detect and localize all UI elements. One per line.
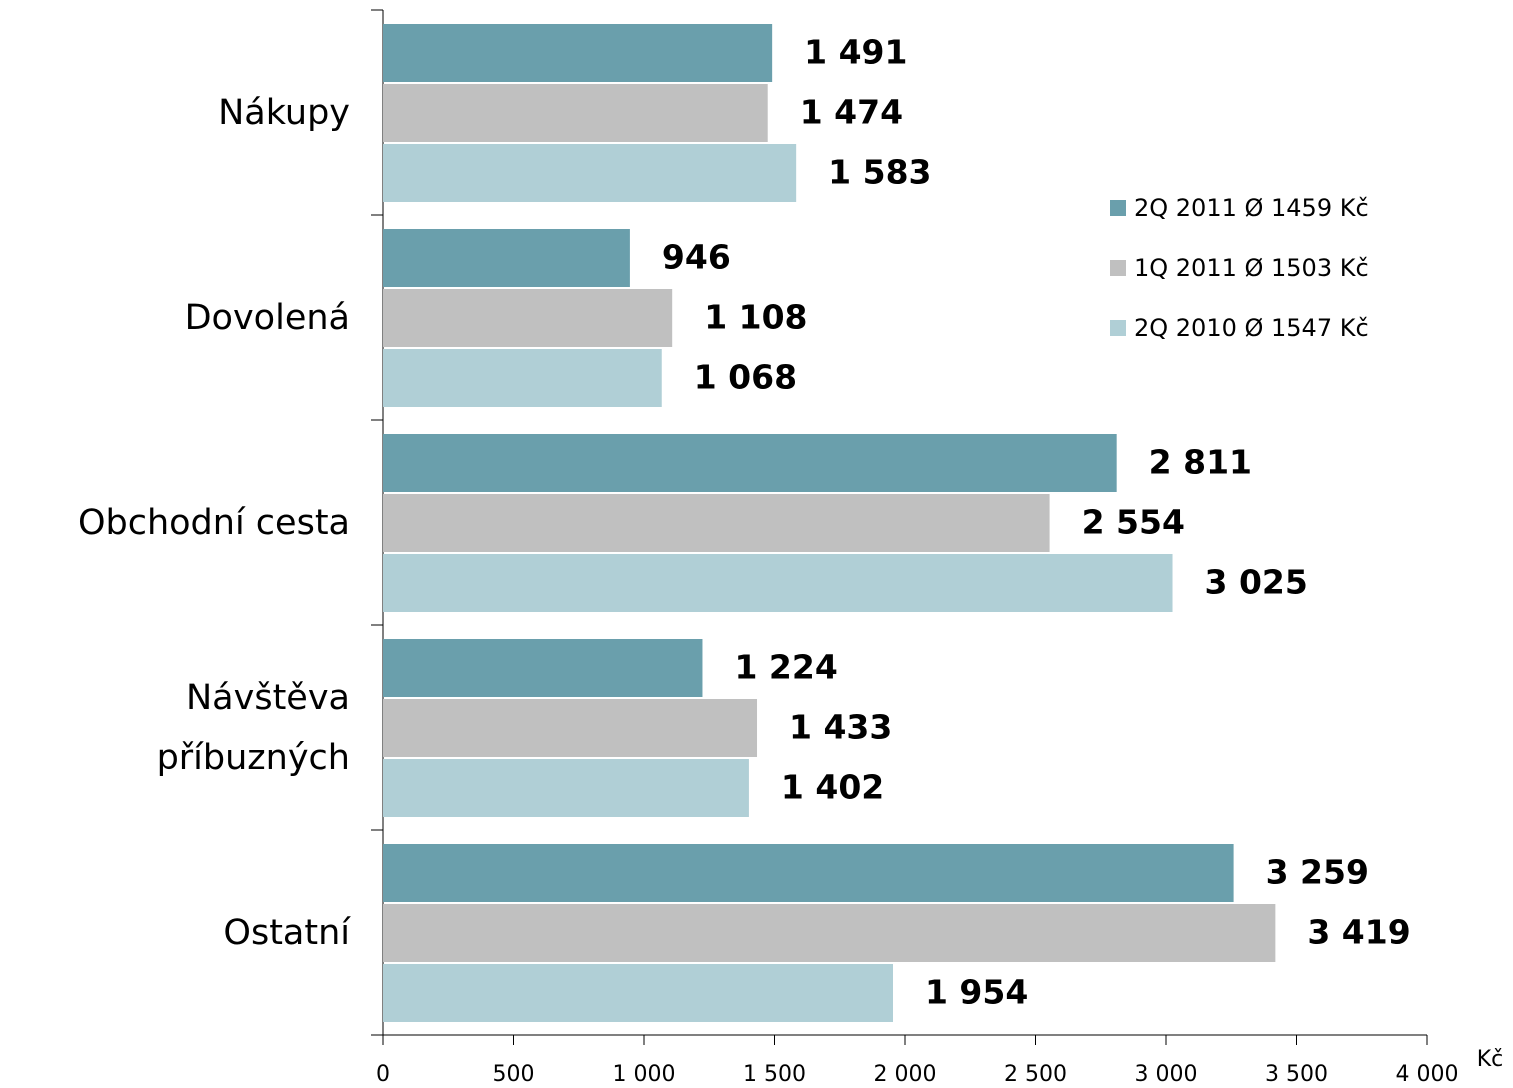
category-label: Dovolená bbox=[184, 297, 350, 338]
bar bbox=[383, 964, 893, 1022]
bar bbox=[383, 434, 1117, 492]
legend-swatch bbox=[1110, 260, 1126, 276]
x-tick-label: 4 000 bbox=[1396, 1062, 1459, 1087]
x-tick-label: 2 500 bbox=[1004, 1062, 1067, 1087]
bar bbox=[383, 904, 1276, 962]
legend-swatch bbox=[1110, 200, 1126, 216]
category-label: Návštěva příbuzných bbox=[156, 677, 350, 778]
x-tick-label: 1 500 bbox=[743, 1062, 806, 1087]
value-label: 1 491 bbox=[804, 33, 907, 72]
bar bbox=[383, 349, 662, 407]
x-tick-label: 1 000 bbox=[613, 1062, 676, 1087]
legend-label: 2Q 2011 Ø 1459 Kč bbox=[1134, 194, 1369, 222]
value-label: 3 025 bbox=[1205, 563, 1308, 602]
bar bbox=[383, 699, 758, 757]
category-label: Nákupy bbox=[218, 92, 350, 133]
bar bbox=[383, 759, 749, 817]
x-tick-label: 3 500 bbox=[1265, 1062, 1328, 1087]
category-label: Obchodní cesta bbox=[77, 502, 350, 543]
legend-label: 1Q 2011 Ø 1503 Kč bbox=[1134, 254, 1369, 282]
value-label: 3 419 bbox=[1307, 913, 1410, 952]
value-label: 946 bbox=[662, 238, 731, 277]
legend-swatch bbox=[1110, 320, 1126, 336]
category-label: Ostatní bbox=[223, 912, 350, 953]
x-tick-label: 2 000 bbox=[874, 1062, 937, 1087]
bar bbox=[383, 289, 673, 347]
value-label: 1 068 bbox=[694, 358, 797, 397]
bar bbox=[383, 554, 1173, 612]
x-tick-label: 500 bbox=[493, 1062, 535, 1087]
bar bbox=[383, 24, 773, 82]
value-label: 2 554 bbox=[1082, 503, 1185, 542]
value-label: 1 474 bbox=[800, 93, 903, 132]
x-tick-label: 3 000 bbox=[1135, 1062, 1198, 1087]
value-label: 1 402 bbox=[781, 768, 884, 807]
value-label: 1 224 bbox=[734, 648, 837, 687]
x-tick-label: 0 bbox=[376, 1062, 390, 1087]
value-label: 1 433 bbox=[789, 708, 892, 747]
bar bbox=[383, 144, 797, 202]
value-label: 1 954 bbox=[925, 973, 1028, 1012]
value-label: 2 811 bbox=[1149, 443, 1252, 482]
value-label: 3 259 bbox=[1266, 853, 1369, 892]
value-label: 1 108 bbox=[704, 298, 807, 337]
bar bbox=[383, 84, 768, 142]
bar bbox=[383, 229, 630, 287]
bar bbox=[383, 639, 703, 697]
value-label: 1 583 bbox=[828, 153, 931, 192]
x-axis-label: Kč bbox=[1477, 1047, 1504, 1072]
bar bbox=[383, 494, 1050, 552]
legend-label: 2Q 2010 Ø 1547 Kč bbox=[1134, 314, 1369, 342]
bar bbox=[383, 844, 1234, 902]
